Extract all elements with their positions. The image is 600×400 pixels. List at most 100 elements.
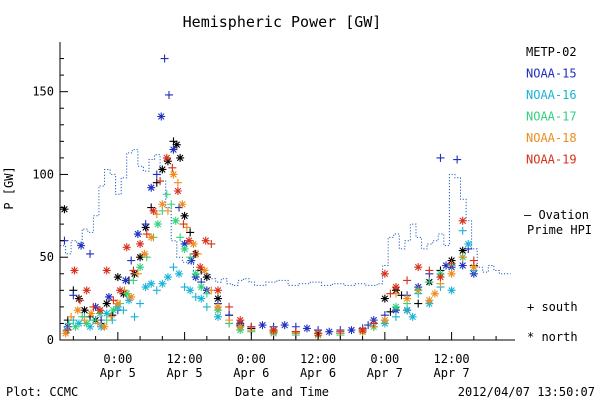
south-point bbox=[86, 249, 95, 258]
north-point bbox=[77, 241, 86, 250]
north-point bbox=[109, 306, 118, 315]
series-noaa-18 bbox=[61, 170, 478, 340]
north-point bbox=[80, 306, 89, 315]
x-tick-time-label: 0:00 bbox=[370, 352, 399, 366]
y-tick-label: 50 bbox=[40, 250, 54, 264]
south-point bbox=[336, 327, 345, 336]
south-point bbox=[186, 253, 195, 262]
north-point bbox=[162, 153, 171, 162]
x-tick-date-label: Apr 7 bbox=[434, 366, 470, 380]
ovation-legend-line2: Prime HPI bbox=[527, 223, 592, 237]
north-point bbox=[458, 261, 467, 270]
south-point bbox=[202, 289, 211, 298]
legend-item: NOAA-16 bbox=[526, 88, 577, 102]
north-point bbox=[122, 289, 131, 298]
south-point bbox=[182, 223, 191, 232]
north-point bbox=[258, 321, 267, 330]
north-point bbox=[236, 316, 245, 325]
north-point bbox=[158, 279, 167, 288]
south-point bbox=[156, 177, 165, 186]
north-point bbox=[113, 299, 122, 308]
north-point bbox=[122, 243, 131, 252]
south-point bbox=[403, 276, 412, 285]
north-point bbox=[213, 302, 222, 311]
ovation-series-line bbox=[60, 149, 511, 286]
north-point bbox=[153, 220, 162, 229]
south-point bbox=[63, 326, 72, 335]
south-point bbox=[173, 178, 182, 187]
x-tick-time-label: 12:00 bbox=[434, 352, 470, 366]
south-point bbox=[165, 90, 174, 99]
north-point bbox=[163, 273, 172, 282]
north-point bbox=[458, 246, 467, 255]
north-point bbox=[185, 236, 194, 245]
south-point bbox=[469, 256, 478, 265]
south-point bbox=[142, 230, 151, 239]
south-point bbox=[127, 256, 136, 265]
north-point bbox=[169, 170, 178, 179]
south-point bbox=[364, 321, 373, 330]
marker-legend-item: + south bbox=[527, 300, 578, 314]
x-tick-time-label: 12:00 bbox=[167, 352, 203, 366]
y-tick-label: 150 bbox=[32, 85, 54, 99]
south-point bbox=[141, 220, 150, 229]
north-point bbox=[464, 239, 473, 248]
north-point bbox=[71, 322, 80, 331]
north-point bbox=[187, 256, 196, 265]
north-point bbox=[197, 294, 206, 303]
north-point bbox=[172, 140, 181, 149]
south-point bbox=[225, 316, 234, 325]
legend-item: NOAA-15 bbox=[526, 67, 577, 81]
x-tick-time-label: 0:00 bbox=[237, 352, 266, 366]
south-point bbox=[453, 155, 462, 164]
north-point bbox=[96, 306, 105, 315]
legend-item: NOAA-19 bbox=[526, 153, 577, 167]
north-point bbox=[380, 294, 389, 303]
south-point bbox=[202, 302, 211, 311]
north-point bbox=[414, 263, 423, 272]
north-point bbox=[325, 327, 334, 336]
south-point bbox=[386, 307, 395, 316]
south-point bbox=[391, 312, 400, 321]
north-point bbox=[74, 319, 83, 328]
x-tick-date-label: Apr 6 bbox=[300, 366, 336, 380]
north-point bbox=[140, 249, 149, 258]
north-point bbox=[171, 216, 180, 225]
north-point bbox=[178, 200, 187, 209]
north-point bbox=[136, 253, 145, 262]
south-point bbox=[169, 137, 178, 146]
south-point bbox=[458, 253, 467, 262]
north-point bbox=[200, 266, 209, 275]
south-point bbox=[163, 206, 172, 215]
north-point bbox=[447, 269, 456, 278]
north-point bbox=[86, 322, 95, 331]
north-point bbox=[102, 299, 111, 308]
south-point bbox=[169, 263, 178, 272]
south-point bbox=[180, 283, 189, 292]
series-noaa-19 bbox=[63, 153, 478, 338]
north-point bbox=[201, 236, 210, 245]
south-point bbox=[107, 312, 116, 321]
marker-legend-item: * north bbox=[527, 330, 578, 344]
marker-legend: + south * north bbox=[527, 300, 578, 344]
north-point bbox=[141, 283, 150, 292]
north-point bbox=[121, 276, 130, 285]
north-point bbox=[73, 306, 82, 315]
plot-timestamp: 2012/04/07 13:50:07 bbox=[458, 385, 595, 399]
south-point bbox=[386, 289, 395, 298]
south-point bbox=[414, 286, 423, 295]
x-tick-date-label: Apr 6 bbox=[233, 366, 269, 380]
north-point bbox=[102, 266, 111, 275]
north-point bbox=[302, 324, 311, 333]
south-point bbox=[168, 163, 177, 172]
south-point bbox=[76, 296, 85, 305]
south-point bbox=[191, 292, 200, 301]
south-point bbox=[447, 259, 456, 268]
north-point bbox=[104, 292, 113, 301]
y-axis-label: P [GW] bbox=[2, 166, 16, 209]
north-point bbox=[169, 145, 178, 154]
north-point bbox=[403, 294, 412, 303]
south-point bbox=[414, 299, 423, 308]
north-point bbox=[458, 216, 467, 225]
north-point bbox=[163, 157, 172, 166]
